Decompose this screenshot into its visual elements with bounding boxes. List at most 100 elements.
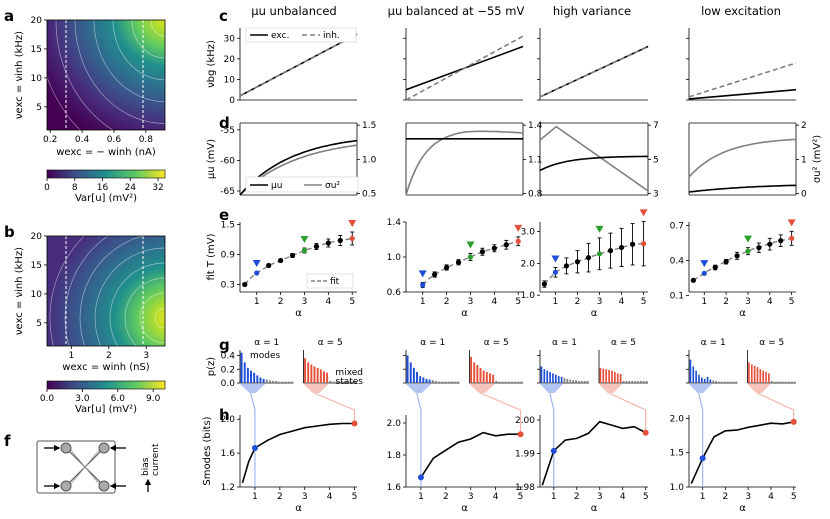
data-point: [503, 242, 509, 248]
hist-bar: [622, 380, 625, 383]
alpha5-point: [642, 429, 649, 436]
x-tick-label: 4: [491, 297, 497, 307]
heatmap-b: 1 2 3 5 10 15 20 wexc = winh (nS) νexc = νinh …: [14, 202, 166, 434]
hist-bar: [354, 381, 357, 383]
hist-bar: [549, 372, 551, 383]
x-tick-label: 5: [791, 492, 797, 502]
x-tick-label: 2: [723, 492, 729, 502]
right-tick-label: 7: [653, 121, 659, 131]
column-title-2: μu balanced at −55 mV: [388, 4, 525, 18]
hist-title: α = 5: [611, 338, 636, 348]
legend-fit-label: fit: [330, 277, 340, 287]
legend-mixed-label: mixed states: [335, 368, 363, 387]
data-point: [778, 238, 784, 244]
hist-bar: [552, 373, 554, 383]
mu-curve: [688, 184, 797, 193]
heatmap-a-frame: [46, 19, 166, 131]
hist-bar: [773, 381, 776, 383]
hist-title: α = 5: [318, 338, 343, 348]
right-tick-label: 1: [801, 155, 807, 165]
data-point: [455, 259, 462, 265]
colorbar-tick-label: 6.0: [111, 394, 126, 404]
row-g-hist-2-1: α = 1: [403, 338, 460, 393]
right-tick-label: 1.0: [362, 155, 377, 165]
network-node: [98, 442, 110, 454]
hist-bar: [709, 379, 712, 383]
panel-letter-c: c: [219, 7, 228, 25]
contour-line: [150, 19, 166, 37]
y-tick-label: 0.1: [670, 292, 684, 302]
hist-bar: [557, 376, 560, 383]
hist-bar: [409, 362, 412, 383]
x-tick-label: 4: [767, 297, 773, 307]
row-d-ylabel-left: μu (mV): [206, 139, 217, 179]
hist-bar: [732, 381, 735, 383]
hist-bar: [720, 381, 723, 383]
y-tick-label: 30: [224, 34, 236, 44]
hist-bar: [768, 373, 770, 383]
row-g-hist-1-2: α = 5: [303, 338, 357, 393]
legend-mixed-line: states: [336, 377, 364, 387]
panel-letter-g: g: [219, 336, 230, 354]
row-e-xlabel: α: [739, 308, 746, 319]
hist-bar: [281, 381, 284, 383]
hist-bar: [695, 370, 697, 383]
connector-red: [608, 392, 647, 433]
contour-line: [36, 19, 166, 168]
heatmap-b-xlabel: wexc = winh (nS): [62, 362, 150, 373]
colorbar-b-ticks: 0.0 3.0 6.0 9.0: [40, 389, 161, 404]
inh-line: [405, 35, 524, 101]
row-c-legend: exc. inh.: [245, 27, 357, 43]
x-tick-label: 1: [420, 297, 426, 307]
y-tick-label: 0.4: [221, 352, 236, 362]
hist-bar: [555, 374, 557, 383]
hist-bar: [335, 381, 338, 383]
network-node: [60, 480, 72, 492]
colorbar-a-label: Var[u] (mV²): [75, 193, 137, 204]
right-tick-label: 0.8: [528, 190, 543, 200]
y-tick-label: 10: [31, 290, 43, 300]
y-tick-label: 20: [31, 16, 43, 26]
hist-bar: [341, 381, 344, 383]
x-tick-label: 1: [700, 492, 706, 502]
hist-bar: [701, 377, 703, 383]
contour-line: [79, 232, 166, 404]
colorbar-a: [46, 169, 166, 179]
hist-bar: [428, 379, 431, 383]
marker-triangle: [348, 220, 357, 227]
data-point: [301, 247, 308, 254]
heatmap-b-image: [47, 236, 165, 346]
x-tick-label: 5: [352, 492, 358, 502]
y-tick-label: 20: [31, 232, 43, 242]
x-tick-label: 1: [551, 492, 557, 502]
alpha1-point: [550, 447, 557, 454]
x-tick-label: 1: [252, 492, 258, 502]
hist-bar: [572, 380, 574, 383]
data-point: [337, 237, 343, 244]
hist-bar: [729, 381, 732, 383]
y-tick-label: 5: [36, 319, 42, 329]
x-tick-label: 3: [143, 351, 149, 361]
hist-bar: [307, 362, 310, 383]
x-tick-label: 1: [254, 297, 260, 307]
connector-red: [756, 392, 795, 422]
hist-bar: [782, 381, 784, 383]
fit-line: [693, 237, 792, 281]
hist-bar: [689, 359, 692, 383]
hist-bar: [520, 381, 523, 383]
entropy-line: [420, 431, 521, 478]
connector-blue: [698, 392, 704, 487]
network-node: [98, 480, 110, 492]
hist-bar: [313, 366, 316, 383]
fit-line: [422, 240, 519, 286]
hist-bar: [580, 380, 583, 383]
row-d-legend: μu σu²: [245, 176, 359, 193]
colorbar-tick-label: 8: [72, 183, 78, 193]
y-tick-label: 1.5: [221, 221, 235, 231]
entropy-line: [241, 422, 355, 484]
hist-bar: [788, 381, 790, 383]
hist-bar: [278, 381, 281, 383]
entropy-line: [690, 421, 794, 484]
row-h-plot-4: 1 2 3 4 5 1.0 1.5 2.0 α: [670, 392, 797, 514]
row-h-ylabel: Smodes (bits): [202, 416, 213, 485]
